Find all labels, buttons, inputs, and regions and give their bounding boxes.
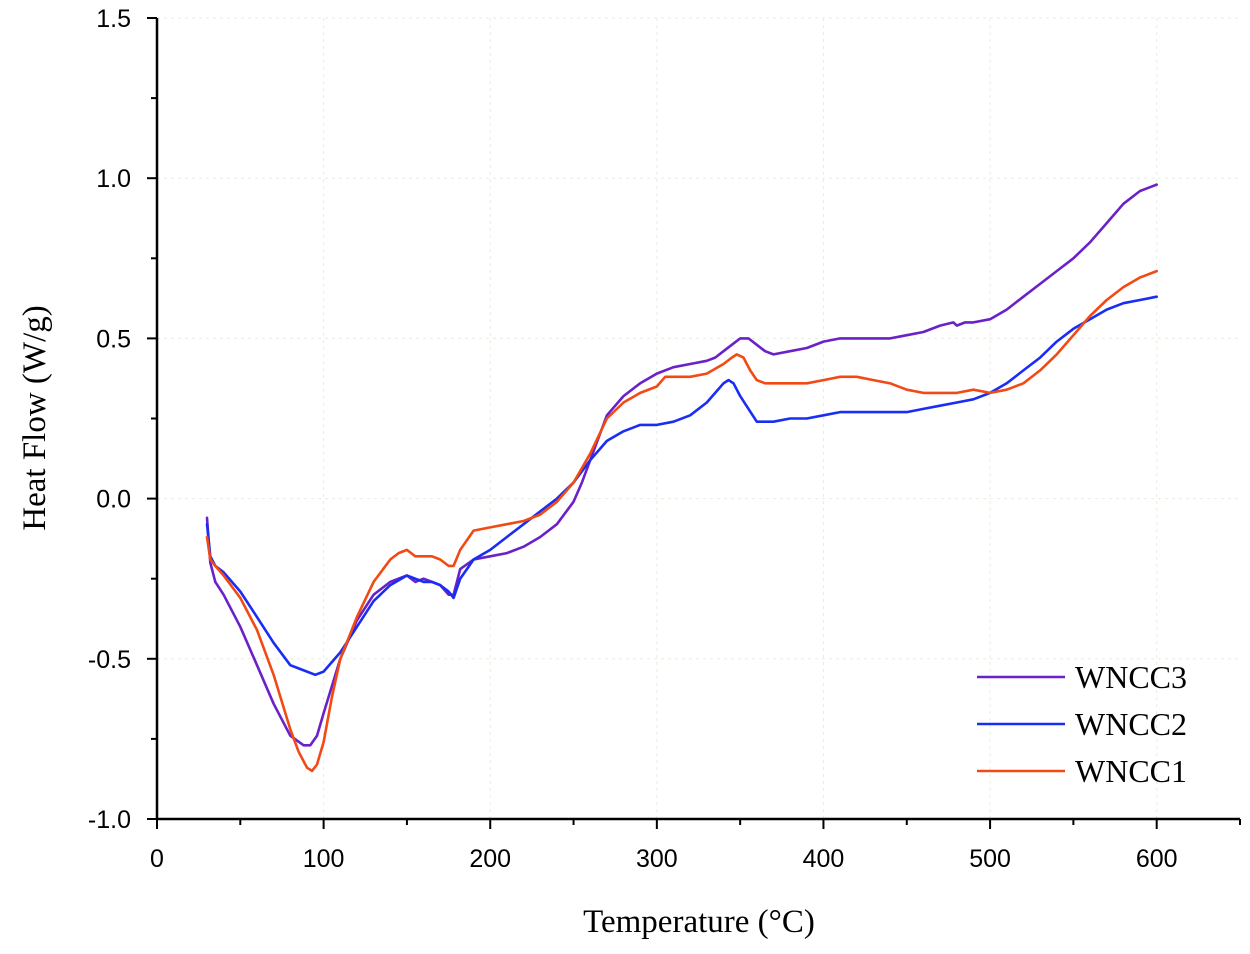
y-tick-label: 1.0 xyxy=(96,165,131,193)
y-tick-label: -1.0 xyxy=(88,806,131,834)
legend-label-wncc1: WNCC1 xyxy=(1075,753,1187,789)
x-tick-label: 200 xyxy=(469,845,511,873)
series-line-wncc1 xyxy=(205,269,1158,773)
y-tick-label: 0.5 xyxy=(96,325,131,353)
grid-layer xyxy=(157,17,1240,819)
y-tick-label: 1.5 xyxy=(96,5,131,33)
x-tick-label: 600 xyxy=(1136,845,1178,873)
axes-layer xyxy=(155,18,1240,821)
series-line-wncc2 xyxy=(205,295,1158,677)
legend-label-wncc2: WNCC2 xyxy=(1075,706,1187,742)
x-axis-title-unit: (°C) xyxy=(758,904,815,940)
x-axis-title: Temperature (°C) xyxy=(583,904,815,940)
legend-label-wncc3: WNCC3 xyxy=(1075,659,1187,695)
x-axis-title-text: Temperature xyxy=(583,904,749,940)
x-tick-label: 400 xyxy=(803,845,845,873)
x-tick-label: 0 xyxy=(150,845,164,873)
y-ticks: -1.0 -0.5 0.0 0.5 1.0 1.5 xyxy=(88,5,157,834)
x-tick-label: 300 xyxy=(636,845,678,873)
series-line-wncc3 xyxy=(205,183,1158,747)
y-tick-label: -0.5 xyxy=(88,646,131,674)
x-tick-label: 100 xyxy=(303,845,345,873)
y-tick-label: 0.0 xyxy=(96,486,131,514)
y-axis-title: Heat Flow (W/g) xyxy=(17,305,53,530)
legend: WNCC3 WNCC2 WNCC1 xyxy=(977,659,1187,789)
series-layer xyxy=(205,183,1158,773)
x-tick-label: 500 xyxy=(969,845,1011,873)
x-ticks: 0 100 200 300 400 500 600 xyxy=(150,819,1241,873)
